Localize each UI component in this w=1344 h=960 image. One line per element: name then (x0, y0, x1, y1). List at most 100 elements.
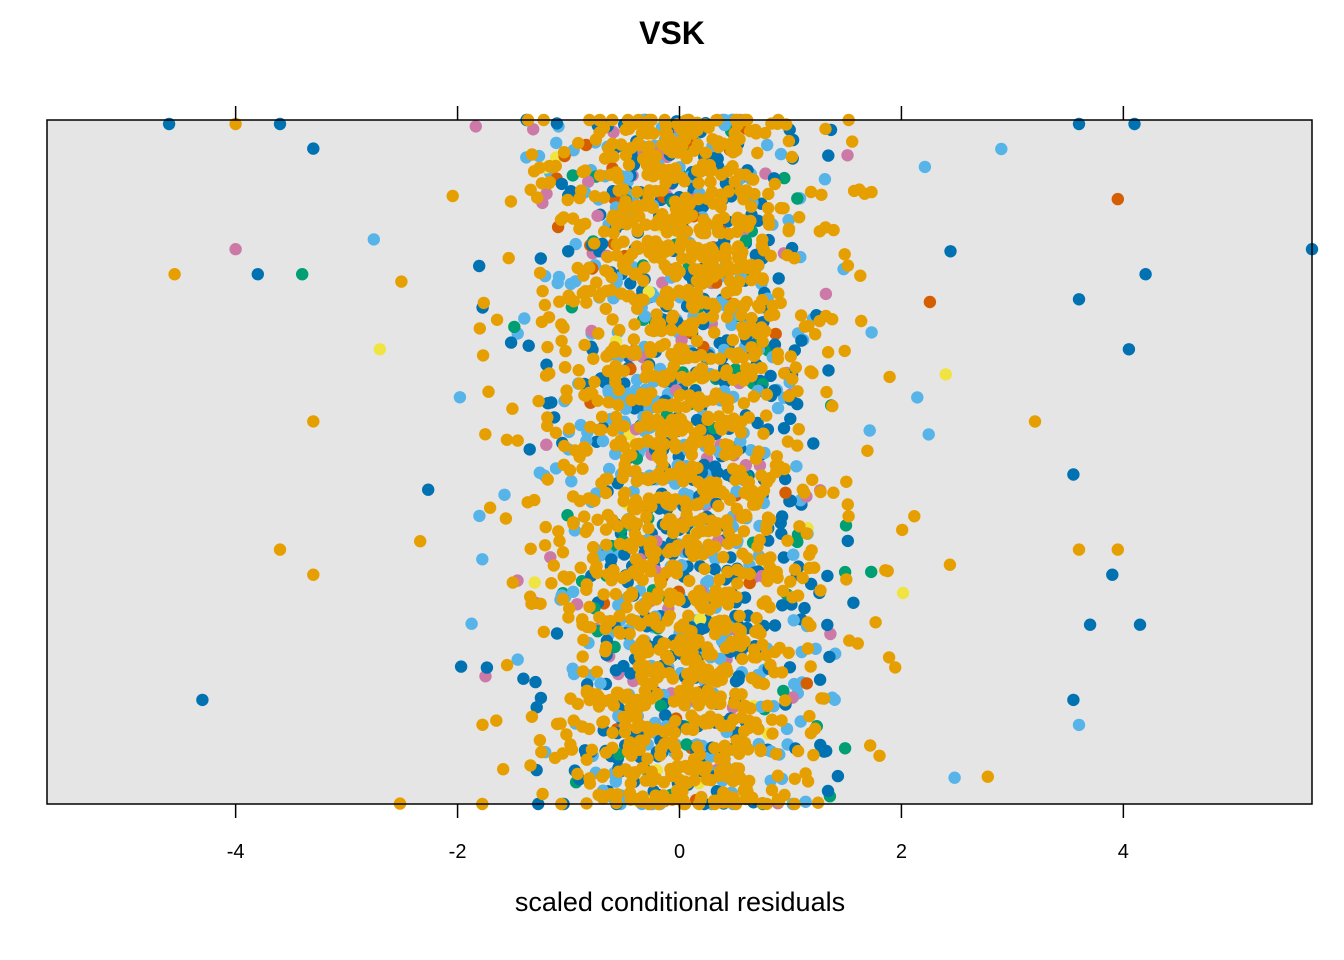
data-point (634, 420, 647, 434)
data-point (638, 261, 651, 274)
data-point (655, 184, 669, 197)
data-point (610, 249, 623, 262)
data-point (660, 566, 673, 579)
data-point (640, 410, 654, 423)
data-point (670, 467, 683, 480)
data-point (756, 335, 769, 348)
data-point (785, 150, 799, 164)
data-point (782, 134, 796, 148)
data-point (599, 523, 613, 536)
data-point (883, 370, 896, 384)
data-point (549, 159, 562, 173)
data-point (715, 673, 728, 686)
data-point (807, 748, 820, 762)
data-point (693, 584, 706, 597)
data-point (1122, 343, 1136, 356)
data-point (605, 574, 618, 587)
data-point (762, 218, 776, 231)
data-point (534, 597, 547, 610)
data-point (782, 213, 795, 227)
data-point (168, 268, 181, 281)
data-point (818, 173, 832, 186)
data-point (540, 438, 553, 451)
data-point (764, 369, 777, 383)
data-point (736, 351, 750, 364)
data-point (944, 245, 957, 258)
data-point (563, 464, 577, 477)
data-point (693, 276, 706, 289)
data-point (841, 149, 854, 162)
data-point (749, 452, 763, 466)
data-point (727, 297, 741, 311)
data-point (665, 399, 678, 413)
data-point (630, 693, 644, 707)
data-point (840, 475, 853, 488)
data-point (808, 722, 822, 735)
data-point (662, 652, 675, 666)
data-point (713, 573, 726, 586)
data-point (566, 212, 580, 225)
data-point (564, 277, 577, 291)
data-point (908, 510, 921, 523)
data-point (918, 160, 932, 174)
data-point (307, 142, 320, 155)
data-point (529, 675, 542, 689)
data-point (580, 753, 593, 766)
x-tick-label: 2 (896, 841, 907, 863)
data-point (735, 773, 748, 786)
data-point (808, 561, 821, 574)
data-point (995, 142, 1008, 156)
data-point (534, 691, 548, 705)
data-point (698, 765, 711, 778)
data-point (631, 225, 644, 238)
data-point (162, 117, 176, 131)
data-point (679, 191, 692, 205)
data-point (736, 652, 749, 666)
data-point (704, 175, 717, 189)
data-point (612, 625, 625, 638)
data-point (598, 225, 611, 238)
data-point (723, 719, 736, 732)
data-point (622, 158, 636, 172)
data-point (619, 718, 632, 732)
data-point (606, 313, 619, 326)
data-point (651, 249, 665, 262)
data-point (613, 609, 626, 623)
data-point (696, 362, 709, 375)
data-point (651, 586, 665, 600)
data-point (803, 709, 816, 723)
data-point (557, 211, 570, 224)
data-point (588, 190, 602, 203)
data-point (592, 327, 605, 340)
data-point (804, 660, 817, 673)
data-point (730, 225, 744, 238)
data-point (664, 323, 678, 336)
data-point (840, 573, 853, 586)
data-point (779, 694, 792, 707)
data-point (831, 769, 845, 783)
data-point (720, 661, 733, 675)
data-point (939, 368, 952, 381)
data-point (563, 422, 576, 435)
data-point (643, 140, 656, 153)
data-point (823, 650, 836, 664)
data-point (617, 487, 631, 501)
data-point (841, 259, 855, 272)
data-point (680, 374, 694, 387)
data-point (490, 313, 504, 326)
data-point (680, 738, 693, 751)
data-point (559, 361, 572, 374)
data-point (673, 773, 687, 787)
data-point (669, 442, 682, 455)
x-tick-label: -2 (449, 841, 467, 863)
data-point (642, 645, 655, 659)
data-point (720, 310, 734, 324)
data-point (752, 299, 765, 312)
data-point (576, 720, 589, 733)
data-point (541, 473, 554, 486)
data-point (1083, 618, 1097, 631)
data-point (621, 515, 634, 528)
data-point (843, 634, 856, 647)
data-point (770, 450, 783, 463)
